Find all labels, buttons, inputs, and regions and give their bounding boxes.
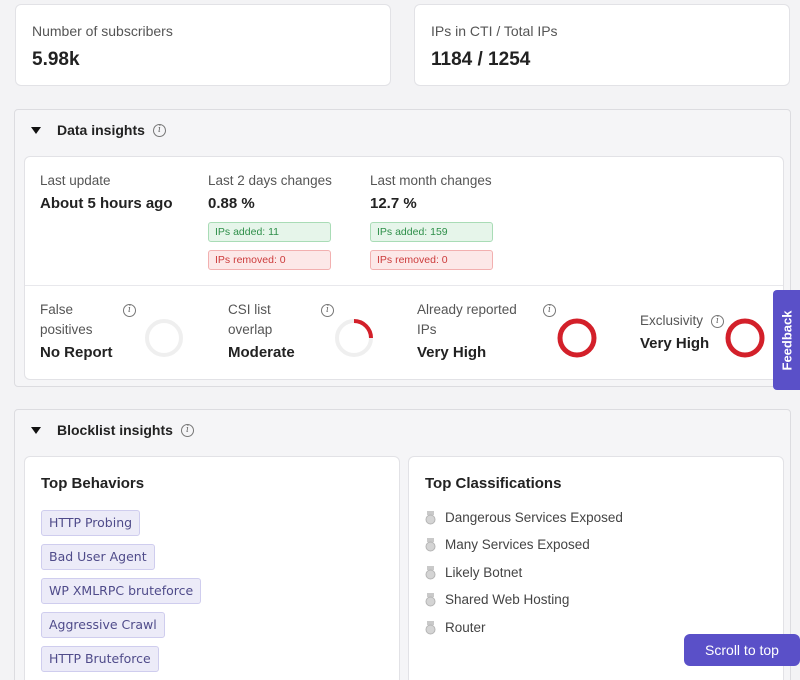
info-icon[interactable]: i bbox=[543, 304, 556, 317]
classification-item: Router bbox=[425, 620, 486, 635]
scroll-to-top-button[interactable]: Scroll to top bbox=[684, 634, 800, 666]
classification-item: Shared Web Hosting bbox=[425, 592, 569, 607]
info-icon[interactable]: i bbox=[711, 315, 724, 328]
info-icon[interactable]: i bbox=[152, 123, 166, 137]
medal-icon bbox=[425, 592, 436, 606]
two-days-value: 0.88 % bbox=[208, 195, 255, 212]
two-days-added-badge: IPs added: 11 bbox=[208, 222, 331, 242]
two-days-removed-badge: IPs removed: 0 bbox=[208, 250, 331, 270]
collapse-caret-icon[interactable] bbox=[31, 426, 41, 434]
ips-card: IPs in CTI / Total IPs 1184 / 1254 bbox=[414, 4, 790, 86]
blocklist-insights-section: Blocklist insights i Top Behaviors HTTP … bbox=[14, 409, 791, 680]
classification-item: Many Services Exposed bbox=[425, 537, 590, 552]
already-reported-value: Very High bbox=[417, 344, 487, 361]
behavior-tag[interactable]: HTTP Probing bbox=[41, 510, 141, 536]
csi-overlap-gauge bbox=[335, 319, 373, 357]
gauge-arc bbox=[725, 318, 765, 358]
gauge-arc bbox=[557, 318, 597, 358]
month-removed-badge: IPs removed: 0 bbox=[370, 250, 493, 270]
already-reported-label: Already reported IPs bbox=[417, 302, 517, 337]
csi-overlap-label: CSI list overlap bbox=[228, 302, 273, 337]
gauge-track bbox=[145, 319, 183, 357]
data-insights-card: Last update About 5 hours ago Last 2 day… bbox=[24, 156, 784, 380]
medal-icon bbox=[425, 510, 436, 524]
classification-item: Dangerous Services Exposed bbox=[425, 510, 623, 525]
last-update-label: Last update bbox=[40, 173, 111, 188]
exclusivity-value: Very High bbox=[640, 335, 710, 352]
info-icon[interactable]: i bbox=[180, 423, 194, 437]
subscribers-label: Number of subscribers bbox=[32, 23, 173, 39]
false-positives-gauge bbox=[145, 319, 183, 357]
false-positives-value: No Report bbox=[40, 344, 113, 361]
classification-item: Likely Botnet bbox=[425, 565, 522, 580]
behavior-tag[interactable]: Bad User Agent bbox=[41, 544, 155, 570]
month-label: Last month changes bbox=[370, 173, 492, 188]
ips-label: IPs in CTI / Total IPs bbox=[431, 23, 558, 39]
ips-value: 1184 / 1254 bbox=[431, 49, 531, 70]
false-positives-label: False positives bbox=[40, 302, 93, 337]
subscribers-value: 5.98k bbox=[32, 49, 80, 70]
feedback-label: Feedback bbox=[779, 310, 795, 370]
already-reported-gauge bbox=[557, 318, 597, 358]
data-insights-section: Data insights i Last update About 5 hour… bbox=[14, 109, 791, 387]
behavior-tag[interactable]: WP XMLRPC bruteforce bbox=[41, 578, 202, 604]
divider bbox=[25, 285, 783, 286]
collapse-caret-icon[interactable] bbox=[31, 126, 41, 134]
top-behaviors-card: Top Behaviors HTTP Probing Bad User Agen… bbox=[24, 456, 400, 680]
two-days-label: Last 2 days changes bbox=[208, 173, 332, 188]
subscribers-card: Number of subscribers 5.98k bbox=[15, 4, 391, 86]
data-insights-header[interactable]: Data insights i bbox=[15, 110, 790, 150]
medal-icon bbox=[425, 565, 436, 579]
top-classifications-title: Top Classifications bbox=[425, 475, 562, 492]
feedback-tab[interactable]: Feedback bbox=[773, 290, 800, 390]
month-added-badge: IPs added: 159 bbox=[370, 222, 493, 242]
medal-icon bbox=[425, 620, 436, 634]
csi-overlap-value: Moderate bbox=[228, 344, 295, 361]
exclusivity-label: Exclusivity bbox=[640, 313, 704, 328]
month-value: 12.7 % bbox=[370, 195, 417, 212]
blocklist-insights-title: Blocklist insights bbox=[57, 422, 173, 438]
medal-icon bbox=[425, 537, 436, 551]
info-icon[interactable]: i bbox=[321, 304, 334, 317]
behavior-tag[interactable]: Aggressive Crawl bbox=[41, 612, 165, 638]
top-behaviors-title: Top Behaviors bbox=[41, 475, 145, 492]
gauge-arc bbox=[335, 319, 373, 357]
data-insights-title: Data insights bbox=[57, 122, 145, 138]
last-update-value: About 5 hours ago bbox=[40, 195, 173, 212]
exclusivity-gauge bbox=[725, 318, 765, 358]
info-icon[interactable]: i bbox=[123, 304, 136, 317]
behavior-tag[interactable]: HTTP Bruteforce bbox=[41, 646, 159, 672]
blocklist-insights-header[interactable]: Blocklist insights i bbox=[15, 410, 790, 450]
